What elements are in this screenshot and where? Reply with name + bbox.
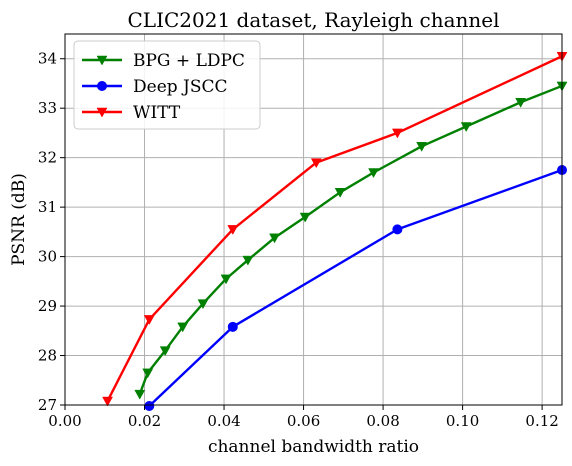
y-tick-label: 30 bbox=[38, 248, 57, 266]
data-point-bpg-ldpc bbox=[177, 322, 189, 333]
data-point-bpg-ldpc bbox=[460, 122, 472, 133]
data-point-bpg-ldpc bbox=[159, 346, 171, 357]
data-point-bpg-ldpc bbox=[242, 255, 254, 266]
y-tick-label: 31 bbox=[38, 198, 57, 216]
data-point-bpg-ldpc bbox=[269, 233, 280, 244]
data-point-bpg-ldpc bbox=[142, 368, 154, 379]
legend-label: BPG + LDPC bbox=[133, 51, 245, 71]
legend-marker bbox=[97, 81, 107, 91]
x-tick-label: 0.08 bbox=[366, 412, 399, 430]
legend-marker bbox=[96, 107, 108, 118]
legend-box bbox=[73, 40, 261, 130]
y-tick-label: 29 bbox=[38, 297, 57, 315]
y-tick-label: 32 bbox=[38, 149, 57, 167]
y-tick-label: 34 bbox=[38, 50, 57, 68]
series-bpg-ldpc bbox=[134, 81, 568, 400]
y-axis-label: PSNR (dB) bbox=[9, 173, 29, 266]
data-point-bpg-ldpc bbox=[416, 142, 428, 152]
series-line-bpg-ldpc bbox=[138, 84, 563, 395]
legend-entry-deep-jscc: Deep JSCC bbox=[82, 77, 228, 97]
legend-marker bbox=[96, 55, 108, 66]
legend-label: Deep JSCC bbox=[133, 77, 228, 97]
data-point-bpg-ldpc bbox=[515, 98, 527, 108]
data-point-witt bbox=[227, 225, 239, 235]
legend: BPG + LDPC Deep JSCC WITT bbox=[73, 40, 261, 130]
data-point-bpg-ldpc bbox=[368, 168, 379, 179]
legend-items: BPG + LDPC Deep JSCC WITT bbox=[82, 51, 245, 123]
x-tick-label: 0.02 bbox=[128, 412, 161, 430]
data-point-bpg-ldpc bbox=[220, 274, 232, 285]
chart-title: CLIC2021 dataset, Rayleigh channel bbox=[128, 8, 500, 32]
data-point-witt bbox=[310, 158, 322, 169]
series-line-witt bbox=[106, 55, 563, 402]
x-tick-label: 0.04 bbox=[207, 412, 240, 430]
grid bbox=[64, 34, 562, 406]
legend-label: WITT bbox=[133, 103, 181, 123]
data-point-bpg-ldpc bbox=[197, 299, 209, 310]
data-point-witt bbox=[102, 396, 113, 407]
plot-frame bbox=[64, 33, 563, 406]
data-point-bpg-ldpc bbox=[334, 188, 346, 198]
data-point-witt bbox=[143, 315, 155, 325]
data-point-deep-jscc bbox=[227, 321, 238, 332]
data-point-witt bbox=[391, 128, 403, 139]
x-tick-label: 0.00 bbox=[48, 412, 81, 430]
legend-entry-witt: WITT bbox=[82, 103, 181, 123]
plot-series bbox=[102, 52, 568, 411]
data-point-bpg-ldpc bbox=[134, 389, 146, 400]
series-deep-jscc bbox=[144, 165, 567, 411]
x-tick-label: 0.10 bbox=[446, 412, 479, 430]
axis-ticks: 0.00 0.02 0.04 0.06 0.08 0.10 0.12 27 28 29 30 31 32… bbox=[38, 50, 559, 430]
legend-entry-bpg-ldpc: BPG + LDPC bbox=[82, 51, 245, 71]
data-point-deep-jscc bbox=[144, 400, 155, 411]
y-tick-label: 28 bbox=[38, 347, 57, 365]
series-line-deep-jscc bbox=[148, 168, 563, 407]
x-axis-label: channel bandwidth ratio bbox=[208, 437, 419, 457]
data-point-deep-jscc bbox=[392, 224, 403, 235]
y-tick-label: 33 bbox=[38, 99, 57, 117]
x-tick-label: 0.06 bbox=[287, 412, 320, 430]
y-tick-label: 27 bbox=[38, 396, 57, 414]
data-point-bpg-ldpc bbox=[299, 212, 311, 223]
x-tick-label: 0.12 bbox=[525, 412, 558, 430]
